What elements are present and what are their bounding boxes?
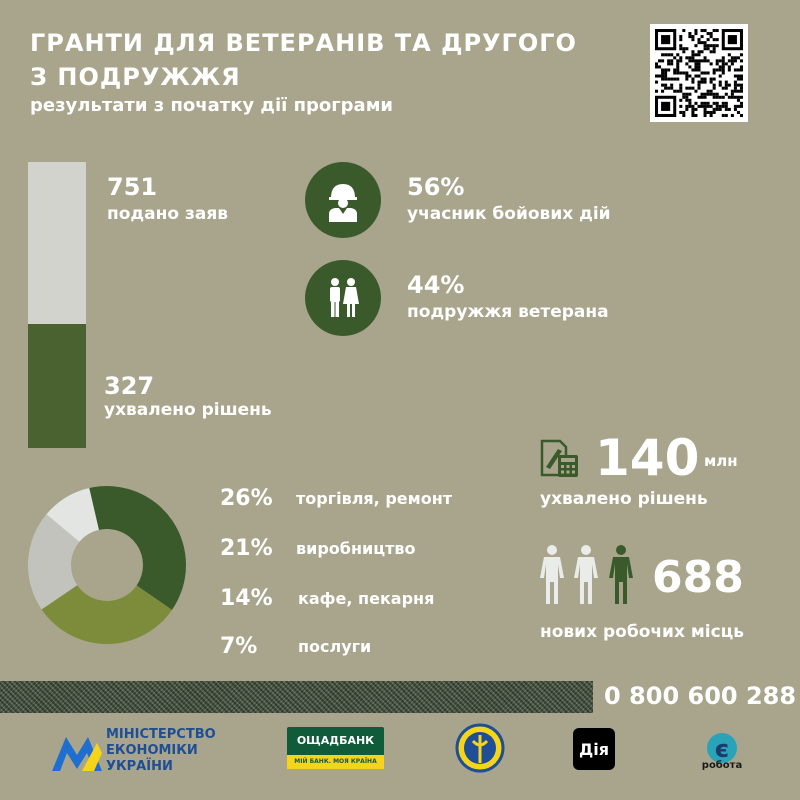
- oschadbank-logo[interactable]: ОЩАДБАНК МІЙ БАНК. МОЯ КРАЇНА: [287, 727, 384, 769]
- ministry-logo-text: МІНІСТЕРСТВО ЕКОНОМІКИ УКРАЇНИ: [106, 727, 216, 774]
- qr-code[interactable]: [650, 24, 748, 122]
- spouse-percent: 44%: [407, 271, 465, 299]
- category-percent: 21%: [220, 536, 273, 561]
- category-label: виробництво: [296, 539, 416, 558]
- category-percent: 14%: [220, 586, 273, 611]
- qr-code-image: [655, 29, 743, 117]
- category-percent: 26%: [220, 486, 273, 511]
- approved-count: 327: [104, 372, 155, 400]
- donut-slice-0: [89, 486, 186, 610]
- filed-label: подано заяв: [107, 204, 228, 224]
- category-label: кафе, пекарня: [298, 589, 435, 608]
- hotline-phone[interactable]: 0 800 600 288: [604, 682, 797, 710]
- employment-center-logo[interactable]: [455, 723, 505, 773]
- approved-label: ухвалено рішень: [104, 400, 272, 420]
- bank-slogan: МІЙ БАНК. МОЯ КРАЇНА: [287, 755, 384, 769]
- category-donut-chart: [27, 486, 186, 644]
- donut-slice-1: [41, 585, 172, 644]
- veteran-label: учасник бойових дій: [407, 204, 611, 224]
- page-title-line-1: ГРАНТИ ДЛЯ ВЕТЕРАНІВ ТА ДРУГОГО: [30, 29, 577, 57]
- veteran-percent: 56%: [407, 173, 465, 201]
- soldier-icon: [305, 162, 381, 238]
- jobs-label: нових робочих місць: [540, 622, 744, 642]
- category-percent: 7%: [220, 634, 258, 659]
- people-icon: [540, 545, 633, 604]
- erobota-letter: є: [715, 735, 729, 763]
- money-amount: 140: [595, 429, 700, 487]
- category-label: послуги: [298, 637, 372, 656]
- decorative-camo-band: [0, 681, 593, 713]
- ministry-economy-logo[interactable]: [52, 729, 222, 773]
- couple-icon: [305, 260, 381, 336]
- applications-bar: [28, 162, 86, 448]
- donut-slice-2: [27, 514, 80, 610]
- filed-count: 751: [107, 173, 158, 201]
- jobs-count: 688: [652, 552, 744, 603]
- diia-logo[interactable]: Дія: [573, 728, 615, 770]
- category-label: торгівля, ремонт: [296, 489, 453, 508]
- calculator-document-icon: [540, 439, 578, 477]
- bank-name: ОЩАДБАНК: [296, 734, 375, 747]
- erobota-label: робота: [701, 760, 743, 771]
- money-unit: млн: [704, 452, 738, 470]
- money-label: ухвалено рішень: [540, 489, 708, 509]
- spouse-label: подружжя ветерана: [407, 302, 609, 322]
- page-subtitle: результати з початку дії програми: [30, 95, 394, 116]
- approved-fill: [28, 323, 86, 448]
- donut-slice-3: [46, 488, 99, 542]
- page-title-line-2: З ПОДРУЖЖЯ: [30, 63, 241, 91]
- erobota-logo[interactable]: є: [700, 726, 744, 772]
